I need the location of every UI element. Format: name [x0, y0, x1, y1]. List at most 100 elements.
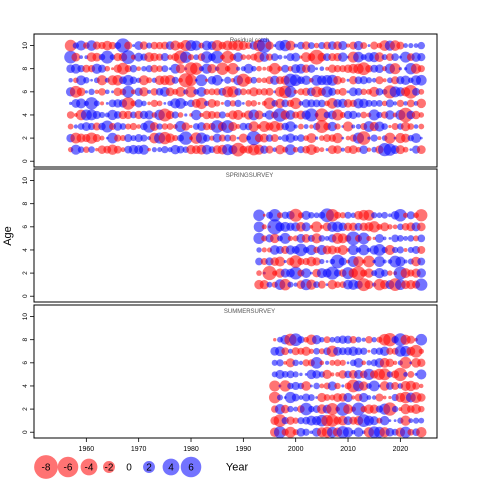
bubble	[105, 101, 109, 105]
bubble	[284, 86, 297, 98]
legend-bubble	[162, 458, 180, 476]
bubble	[141, 65, 147, 72]
bubble	[411, 404, 421, 415]
bubble	[367, 349, 371, 353]
bubble	[97, 64, 107, 73]
bubble	[262, 266, 277, 281]
bubble	[285, 133, 296, 143]
bubble	[418, 405, 425, 413]
bubble	[392, 360, 398, 366]
panel-3: SUMMERSURVEY 0 2 4 6 8 10	[22, 304, 438, 439]
bubble	[285, 110, 296, 120]
bubble	[280, 404, 290, 414]
bubble	[418, 123, 425, 130]
bubble	[403, 101, 408, 106]
bubble	[289, 255, 302, 268]
bubble	[353, 256, 364, 267]
bubble	[83, 77, 90, 84]
panel-frame	[33, 168, 438, 303]
bubble	[269, 380, 281, 392]
bubble	[382, 78, 387, 83]
bubble	[205, 78, 209, 82]
bubble	[207, 64, 217, 74]
bubble	[207, 98, 217, 108]
bubble	[218, 134, 226, 142]
bubble	[240, 54, 247, 60]
bubble	[343, 392, 353, 403]
bubble	[356, 131, 371, 145]
bubble	[224, 76, 232, 84]
bubble	[113, 145, 122, 154]
bubble	[156, 100, 163, 107]
bubble	[261, 224, 267, 230]
bubble	[234, 88, 242, 96]
bubble	[355, 112, 362, 118]
bubble	[120, 147, 126, 153]
panel-1: Residual catch 0 2 4 6 8 10	[22, 33, 438, 168]
bubble	[302, 428, 310, 436]
bubble	[338, 87, 347, 96]
y-tick-label: 6	[22, 225, 29, 229]
bubble	[333, 145, 342, 154]
bubble	[325, 148, 329, 152]
bubble	[92, 41, 101, 50]
bubble	[96, 75, 108, 86]
bubble	[301, 75, 311, 86]
bubble	[318, 99, 326, 108]
bubble	[70, 144, 81, 155]
bubble	[297, 336, 305, 344]
bubble	[327, 121, 338, 132]
bubble	[334, 211, 342, 219]
bubble	[343, 335, 353, 344]
bubble	[312, 370, 321, 379]
bubble	[329, 359, 336, 366]
bubble	[308, 212, 315, 219]
y-tick-label: 0	[22, 294, 29, 298]
bubble	[279, 278, 291, 291]
bubble	[401, 133, 411, 143]
bubble	[340, 147, 345, 152]
bubble	[351, 266, 366, 280]
bubble	[393, 101, 398, 106]
bubble	[265, 41, 274, 50]
bubble	[312, 257, 321, 266]
bubble	[353, 40, 364, 51]
bubble	[140, 134, 148, 142]
bubble	[310, 357, 323, 369]
bubble	[317, 280, 326, 289]
bubble	[253, 209, 265, 222]
bubble	[391, 122, 399, 131]
bubble	[292, 417, 299, 424]
bubble	[208, 88, 216, 96]
bubble	[306, 279, 317, 290]
bubble	[329, 336, 336, 343]
bubble	[229, 134, 237, 142]
bubble	[289, 266, 303, 280]
bubble	[193, 54, 200, 61]
bubble	[274, 256, 286, 267]
bubble	[107, 132, 118, 144]
bubble	[276, 212, 283, 219]
bubble	[400, 415, 411, 426]
bubble	[376, 111, 383, 119]
bubble	[281, 347, 290, 356]
bubble	[370, 134, 378, 142]
bubble	[368, 109, 380, 121]
bubble	[319, 66, 325, 72]
bubble	[259, 280, 269, 290]
bubble	[313, 146, 320, 153]
bubble	[339, 77, 346, 84]
bubble	[64, 39, 77, 52]
bubble	[318, 348, 325, 355]
bubble	[303, 124, 309, 129]
bubble	[287, 405, 294, 413]
bubble	[343, 404, 353, 415]
bubble	[265, 87, 274, 96]
bubble	[359, 145, 369, 154]
bubble	[124, 41, 133, 50]
bubble	[270, 53, 279, 61]
bubble	[279, 380, 291, 392]
bubble	[307, 64, 316, 73]
bubble	[383, 333, 397, 347]
bubble	[333, 269, 342, 277]
